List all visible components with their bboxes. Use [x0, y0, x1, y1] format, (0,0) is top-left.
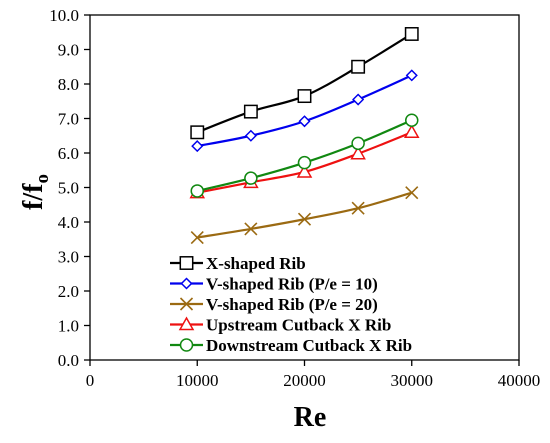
x-tick-label: 0	[86, 371, 95, 390]
y-tick-label: 8.0	[58, 75, 79, 94]
legend-entry: V-shaped Rib (P/e = 10)	[170, 275, 378, 294]
series-1	[190, 27, 419, 140]
data-point	[244, 129, 257, 142]
x-tick-label: 10000	[176, 371, 219, 390]
data-point	[190, 125, 205, 140]
legend-marker	[179, 297, 194, 311]
legend-marker	[179, 256, 194, 270]
data-point	[297, 155, 312, 170]
series-3	[190, 186, 419, 245]
data-point	[405, 113, 419, 127]
legend-entry: V-shaped Rib (P/e = 20)	[170, 295, 378, 314]
data-point	[403, 124, 420, 139]
legend-marker	[179, 338, 194, 352]
x-axis-title: Re	[294, 402, 327, 433]
series-line	[196, 119, 413, 193]
y-tick-label: 1.0	[58, 317, 79, 336]
x-tick-label: 30000	[391, 371, 434, 390]
data-point	[405, 69, 418, 82]
series-2	[191, 69, 418, 153]
legend-marker	[178, 316, 195, 331]
y-tick-label: 5.0	[58, 179, 79, 198]
series-5	[190, 113, 419, 198]
data-point	[191, 140, 204, 153]
legend-entry: Upstream Cutback X Rib	[170, 316, 391, 335]
data-point	[350, 145, 366, 160]
legend-marker	[180, 277, 193, 290]
data-point	[297, 212, 312, 226]
data-point	[244, 222, 258, 236]
data-point	[352, 93, 365, 106]
y-tick-label: 3.0	[58, 248, 79, 267]
x-tick-label: 20000	[283, 371, 326, 390]
legend-label: Downstream Cutback X Rib	[206, 336, 412, 355]
y-tick-label: 0.0	[58, 351, 79, 370]
legend: X-shaped Rib V-shaped Rib (P/e = 10)V-sha…	[170, 254, 412, 355]
y-tick-label: 7.0	[58, 110, 79, 129]
data-point	[296, 163, 313, 178]
y-tick-label: 6.0	[58, 144, 79, 163]
data-point	[351, 59, 366, 74]
y-tick-label: 2.0	[58, 282, 79, 301]
data-point	[405, 186, 419, 200]
y-tick-label: 10.0	[49, 6, 79, 25]
y-axis-title-subscript: o	[32, 174, 53, 184]
legend-label: X-shaped Rib	[206, 254, 306, 273]
data-point	[298, 115, 311, 128]
data-point	[351, 201, 365, 215]
legend-entry: X-shaped Rib	[170, 254, 306, 273]
data-point	[404, 27, 419, 41]
ticks: 0 10000 20000 30000 40000 0.0 1.0 2.0 3.0 4.0 5.0 6…	[49, 6, 540, 390]
legend-label: V-shaped Rib (P/e = 10)	[206, 275, 378, 294]
y-tick-label: 4.0	[58, 213, 79, 232]
data-point	[190, 230, 204, 245]
series-line	[197, 191, 413, 239]
y-tick-label: 9.0	[58, 41, 79, 60]
data-point	[351, 136, 365, 151]
data-point	[243, 104, 258, 119]
data-point	[244, 171, 258, 185]
legend-entry: Downstream Cutback X Rib	[170, 336, 412, 355]
x-tick-label: 40000	[498, 371, 541, 390]
legend-label: V-shaped Rib (P/e = 20)	[206, 295, 378, 314]
data-point	[190, 184, 204, 198]
y-axis-title: f/fo	[18, 174, 53, 210]
legend-label: Upstream Cutback X Rib	[206, 316, 391, 335]
y-axis-title-main: f/f	[18, 183, 49, 210]
data-point	[297, 89, 312, 104]
series-group	[189, 27, 420, 245]
